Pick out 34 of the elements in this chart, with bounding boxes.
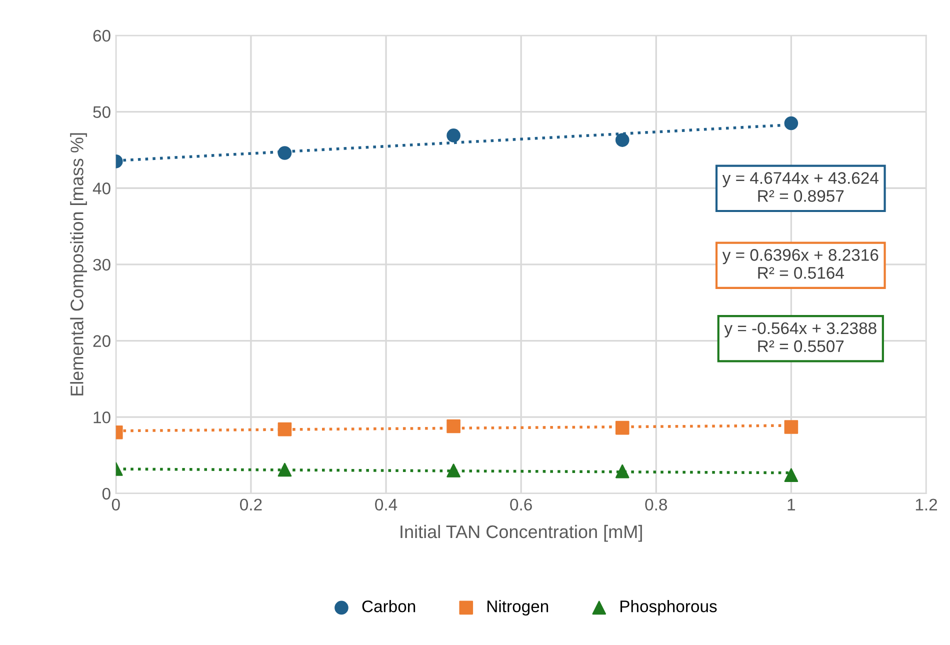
x-tick-label: 0 (112, 498, 120, 511)
y-tick-label: 40 (92, 182, 110, 194)
y-tick-label: 30 (93, 258, 110, 271)
y-tick-label: 60 (93, 30, 110, 42)
point (446, 464, 460, 478)
annotation: y = 4.6744x + 43.624 R² = 0.8957 (722, 172, 878, 202)
x-tick-label: 0.6 (510, 498, 532, 511)
point (446, 128, 460, 142)
point (615, 133, 630, 147)
y-tick-label: 0 (102, 488, 110, 500)
legend-label: Nitrogen (488, 600, 548, 616)
annotation: y = 0.6396x + 8.2316 R² = 0.5164 (722, 249, 878, 279)
legend-label: Phosphorous (620, 600, 717, 616)
point (615, 420, 630, 435)
x-tick-label: 0.4 (375, 498, 398, 511)
annotation: y = -0.564x + 3.2388 R² = 0.5507 (724, 322, 876, 352)
x-tick-label: 1 (788, 498, 796, 510)
x-tick-label: 0.2 (240, 498, 262, 511)
point (784, 420, 798, 434)
x-tick-label: 0.8 (645, 498, 667, 511)
y-tick-label: 20 (93, 335, 110, 347)
legend-label: Carbon (362, 600, 416, 612)
point (278, 422, 292, 436)
x-axis-title: Initial TAN Concentration [mM] (400, 524, 642, 542)
point (278, 146, 292, 160)
y-tick-label: 10 (94, 412, 110, 424)
y-axis-title: Elemental Composition [mass %] (70, 133, 87, 396)
point (784, 468, 798, 482)
point (615, 464, 630, 478)
x-tick-label: 1.2 (916, 498, 937, 510)
point (784, 116, 798, 130)
point (278, 462, 292, 477)
point (446, 419, 460, 434)
y-tick-label: 50 (93, 106, 110, 118)
